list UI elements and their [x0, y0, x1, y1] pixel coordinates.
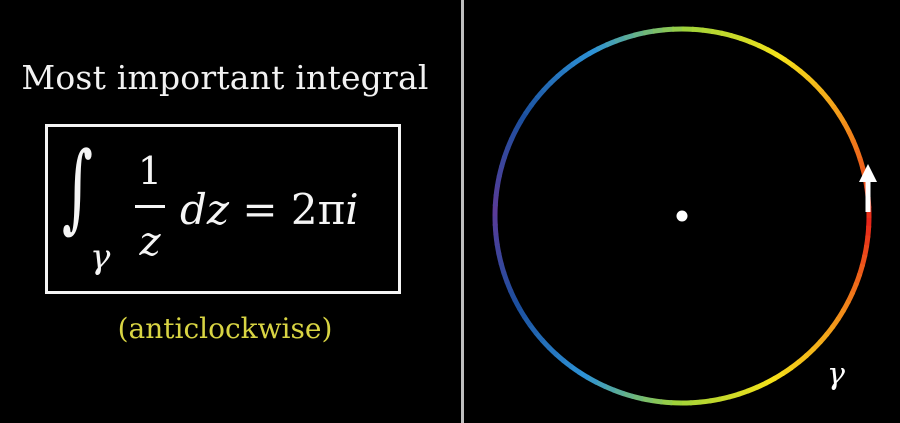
- fraction-numerator: 1: [137, 149, 163, 193]
- contour-subscript: γ: [90, 237, 111, 277]
- direction-note: (anticlockwise): [117, 312, 333, 345]
- panel-title: Most important integral: [21, 58, 429, 97]
- formula-box: ∫ γ 1 z dz = 2πi: [45, 124, 401, 294]
- formula-rhs: dz = 2πi: [180, 185, 359, 234]
- direction-arrow-icon: [859, 164, 877, 212]
- contour-label: γ: [827, 357, 845, 392]
- right-panel: γ: [464, 0, 900, 423]
- integral-sign: ∫: [62, 131, 94, 243]
- fraction-denominator: z: [139, 219, 161, 265]
- singularity-point: [676, 210, 688, 222]
- panel-divider: [461, 0, 464, 423]
- equals-sign: =: [229, 185, 291, 234]
- imaginary-unit: i: [345, 185, 359, 234]
- fraction-bar: [135, 205, 165, 208]
- result-value: 2π: [290, 185, 346, 234]
- contour-diagram: γ: [492, 26, 877, 406]
- differential: dz: [180, 185, 230, 234]
- integral-formula: ∫ γ 1 z dz = 2πi: [48, 127, 398, 291]
- left-panel: Most important integral ∫ γ 1 z dz = 2πi…: [21, 58, 429, 345]
